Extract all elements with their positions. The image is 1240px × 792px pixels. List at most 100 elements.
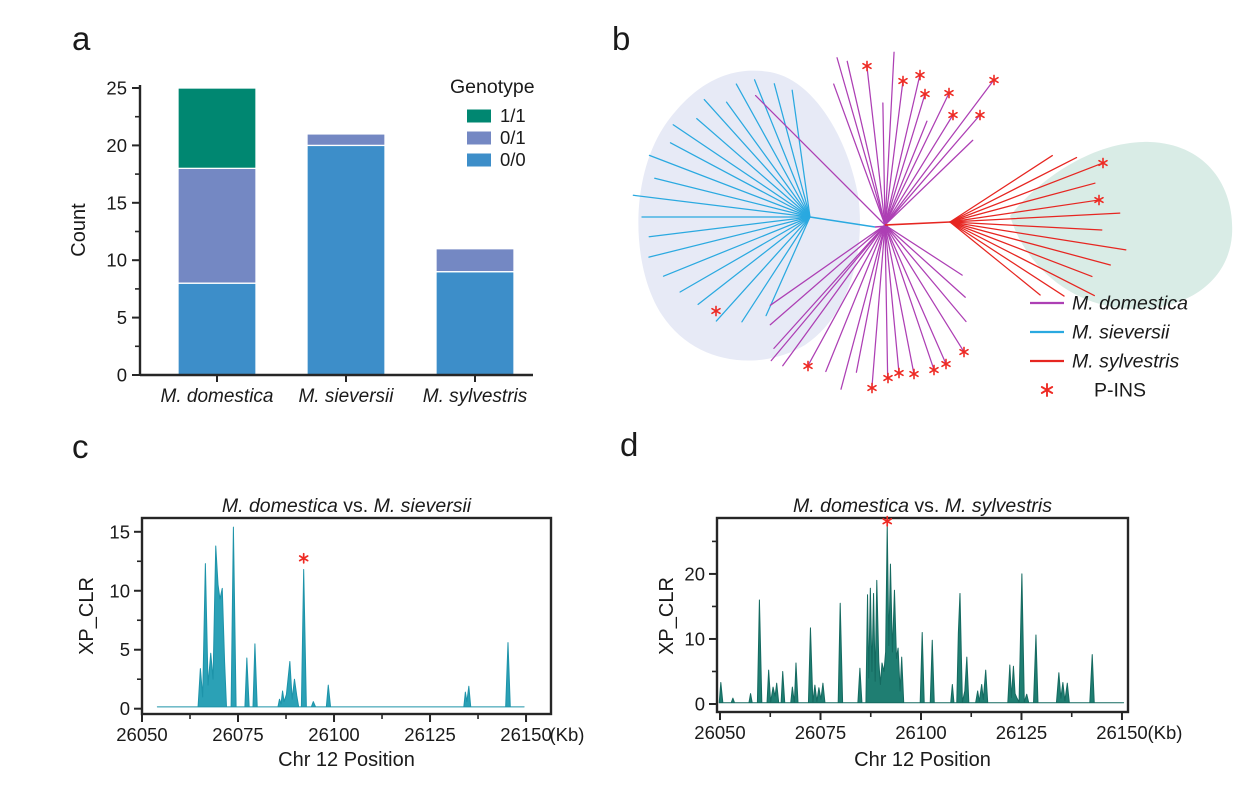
tree-branch: [765, 216, 811, 317]
tree-branch: [754, 94, 886, 226]
tree-branch: [884, 80, 904, 226]
x-tick-label: 26050: [116, 724, 167, 745]
tree-branch: [654, 177, 811, 218]
tree-branch: [725, 101, 811, 218]
x-unit-label: (Kb): [1148, 722, 1183, 743]
bar-segment-0-0-2: [435, 271, 515, 376]
pins-asterisk-icon: [1094, 194, 1104, 206]
clade-shading-sylvestris: [1010, 141, 1233, 310]
tree-branch: [703, 98, 811, 218]
legend-label: P-INS: [1094, 380, 1146, 402]
tree-branch: [884, 139, 974, 226]
tree-branch: [884, 224, 947, 365]
tree-branch: [769, 224, 886, 326]
area-chart-root: 0 5 10 15 26050 26075 26100 26125 26150(Kb) Chr 1…: [76, 495, 584, 771]
branches-sylvestris: [949, 154, 1127, 297]
legend-label: 1/1: [500, 105, 526, 126]
pins-asterisk-icon: [883, 372, 893, 384]
pins-asterisk-icon: [989, 74, 999, 86]
pins-asterisk-icon: [803, 360, 813, 372]
pins-asterisk-icon: [909, 368, 919, 380]
tree-branch: [782, 224, 886, 367]
bar-segment-0-1-1: [306, 133, 386, 147]
significant-peak-asterisk-icon: [882, 515, 893, 527]
tree-branch: [753, 79, 811, 218]
tree-branch: [825, 224, 886, 373]
bar-segment-0-0-1: [306, 144, 386, 376]
tree-branch: [884, 79, 995, 226]
tree-branch: [846, 60, 886, 226]
tree-branch: [773, 224, 886, 349]
pins-asterisk-icon: [959, 346, 969, 358]
tree-branch: [949, 221, 1095, 297]
tree-branch: [884, 224, 963, 276]
tree-branch: [769, 224, 886, 306]
bar-segment-0-1-2: [435, 248, 515, 273]
tree-branch: [836, 57, 886, 226]
tree-branch: [807, 224, 886, 367]
tree-branch: [669, 142, 811, 218]
panel-label-d: d: [620, 426, 639, 463]
tree-branch: [884, 224, 915, 375]
legend-pins-asterisk-icon: [1040, 383, 1054, 397]
clade-shading-sieversii: [638, 70, 860, 361]
pins-asterisk-icon: [915, 69, 925, 81]
legend-label: M. sylvestris: [1072, 351, 1180, 373]
tree-branch: [773, 83, 811, 218]
tree-branch: [949, 221, 1065, 297]
xpclr-area: [718, 524, 1125, 704]
panel-label-c: c: [72, 428, 89, 465]
tree-branch: [949, 221, 1041, 296]
tree-branch: [715, 216, 811, 322]
x-tick-label: 26075: [795, 722, 846, 743]
tree-branch: [949, 156, 1078, 223]
plot-frame: [140, 516, 553, 716]
tree-branch: [855, 224, 886, 373]
x-tick-label: 26100: [308, 724, 359, 745]
panel-d-xpclr-sylvestris-chart: 0 10 20 26050 26075 26100 26125 26150 (Kb) Chr 12…: [640, 440, 1200, 780]
tree-branch: [884, 114, 954, 226]
tree-branch: [884, 224, 935, 371]
tree-branch: [884, 224, 966, 298]
category-label: M. domestica: [161, 386, 274, 407]
bar-segment-0-0-0: [177, 282, 257, 376]
area-chart-root: 0 10 20 26050 26075 26100 26125 26150 (Kb) Chr 12…: [656, 495, 1182, 771]
y-tick-label: 20: [106, 135, 127, 156]
tree-branch: [949, 221, 1103, 231]
legend-label: 0/1: [500, 127, 526, 148]
y-tick-label: 0: [120, 698, 130, 719]
tree-branch: [840, 224, 886, 390]
tree-branch: [648, 216, 811, 258]
pins-asterisk-icon: [941, 358, 951, 370]
tree-branch: [884, 224, 965, 353]
legend-swatch-0-1: [467, 131, 491, 145]
tree-branch: [884, 224, 967, 323]
pins-asterisk-icon: [867, 382, 877, 394]
xpclr-chart-sylvestris: 0 10 20 26050 26075 26100 26125 26150 (Kb) Chr 12…: [656, 495, 1182, 771]
tree-branch: [791, 89, 811, 218]
chart-title: M. domestica vs. M. sieversii: [222, 495, 472, 517]
tree-branch: [679, 216, 811, 293]
tree-branch: [949, 221, 1111, 266]
tree-branch: [884, 51, 895, 226]
x-axis-title: Chr 12 Position: [854, 749, 991, 771]
tree-branch: [871, 224, 886, 389]
tree-branch: [884, 224, 889, 379]
tree-branch: [884, 114, 981, 226]
pins-asterisk-icon: [1098, 157, 1108, 169]
y-tick-label: 20: [684, 563, 705, 584]
tree-branch: [884, 224, 900, 374]
tree-trunk: [874, 225, 889, 228]
y-axis-title: XP_CLR: [656, 577, 678, 655]
tree-branch: [741, 216, 811, 323]
y-tick-label: 25: [106, 78, 127, 99]
tree-branch: [833, 83, 886, 226]
tree-branch: [949, 221, 1093, 278]
x-tick-label: 26150: [1096, 722, 1147, 743]
xpclr-chart-sieversii: 0 5 10 15 26050 26075 26100 26125 26150(Kb) Chr 1…: [76, 495, 584, 771]
tree-branch: [648, 154, 811, 218]
x-axis-title: Chr 12 Position: [278, 749, 415, 771]
plot-frame: [715, 516, 1130, 714]
y-tick-label: 10: [684, 628, 705, 649]
legend-swatch-1-1: [467, 109, 491, 123]
